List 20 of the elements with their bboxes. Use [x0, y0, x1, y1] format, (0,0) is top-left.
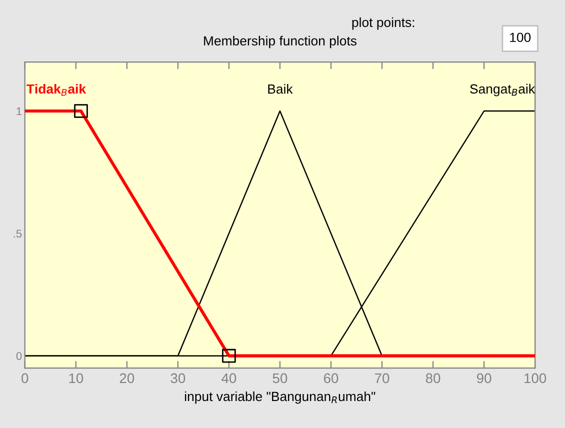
- x-tick-label: 80: [426, 373, 440, 384]
- series-label: Baik: [268, 84, 293, 94]
- x-tick-label: 10: [69, 373, 84, 384]
- x-tick-label: 40: [222, 373, 236, 384]
- y-tick-label: .5: [14, 230, 22, 238]
- series-label: Sangat$_{B}$aik: [470, 84, 536, 96]
- chart-title: Membership function plots: [204, 36, 356, 48]
- x-tick-label: 50: [272, 373, 288, 384]
- text: plot points:: [352, 17, 414, 30]
- text: 100: [510, 32, 531, 42]
- x-tick-label: 90: [476, 373, 492, 384]
- series-label: Tidak$_{B}$aik: [26, 84, 86, 96]
- x-tick-label: 20: [120, 373, 134, 384]
- x-tick-label: 60: [324, 373, 338, 384]
- y-tick-label: 0: [16, 352, 22, 360]
- x-tick-label: 30: [170, 373, 186, 384]
- x-tick-label: 70: [374, 373, 390, 384]
- x-axis-title: input variable "Bangunan$_{R}$umah": [184, 391, 376, 404]
- x-tick-label: 100: [524, 373, 546, 384]
- y-tick-label: 1: [16, 107, 22, 116]
